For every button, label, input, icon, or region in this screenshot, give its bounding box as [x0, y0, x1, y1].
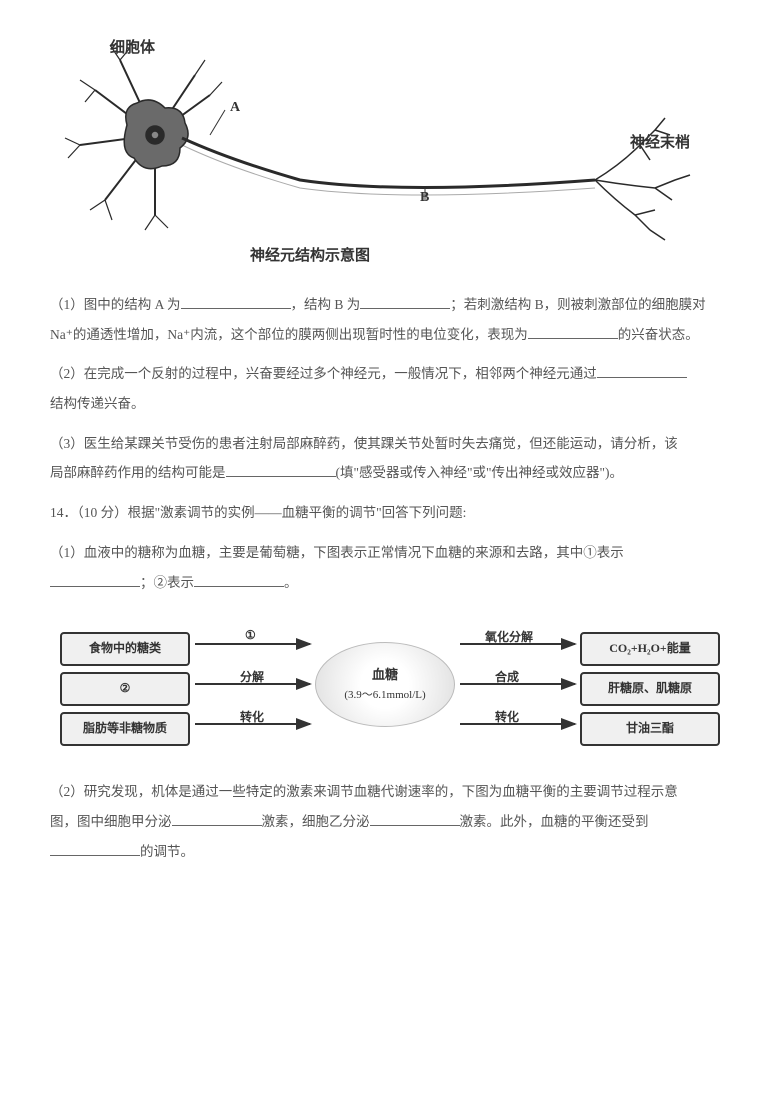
sugar-left-label-2: 分解 — [240, 667, 264, 689]
neuron-caption: 神经元结构示意图 — [250, 243, 370, 270]
q1-line2: Na⁺的通透性增加，Na⁺内流，这个部位的膜两侧出现暂时性的电位变化，表现为 — [50, 327, 528, 342]
sugar-right-label-3: 转化 — [495, 707, 519, 729]
sugar-left-label-3: 转化 — [240, 707, 264, 729]
question-3: （3）医生给某踝关节受伤的患者注射局部麻醉药，使其踝关节处暂时失去痛觉，但还能运… — [50, 429, 730, 488]
q2-text-a: （2）在完成一个反射的过程中，兴奋要经过多个神经元，一般情况下，相邻两个神经元通… — [50, 366, 597, 381]
q14-sub1-a: （1）血液中的糖称为血糖，主要是葡萄糖，下图表示正常情况下血糖的来源和去路，其中… — [50, 545, 624, 560]
q1-line2-end: 的兴奋状态。 — [618, 327, 699, 342]
q3-text-b: 局部麻醉药作用的结构可能是 — [50, 465, 226, 480]
question-2: （2）在完成一个反射的过程中，兴奋要经过多个神经元，一般情况下，相邻两个神经元通… — [50, 359, 730, 418]
blank-field[interactable] — [172, 810, 262, 826]
q14-sub1-b: ；②表示 — [140, 575, 194, 590]
q14-2-text-a: （2）研究发现，机体是通过一些特定的激素来调节血糖代谢速率的，下图为血糖平衡的主… — [50, 784, 678, 799]
sugar-right-label-2: 合成 — [495, 667, 519, 689]
q1-text-c: ；若刺激结构 B，则被刺激部位的细胞膜对 — [450, 297, 705, 312]
blank-field[interactable] — [597, 362, 687, 378]
sugar-right-box-2: 肝糖原、肌糖原 — [580, 672, 720, 706]
q1-text-b: ，结构 B 为 — [291, 297, 361, 312]
blank-field[interactable] — [528, 323, 618, 339]
neuron-terminal-label: 神经末梢 — [630, 130, 690, 157]
neuron-svg — [50, 30, 730, 270]
sugar-right-box-1: CO₂+H₂O+能量 — [580, 632, 720, 666]
neuron-label-b: B — [420, 185, 429, 210]
question-14-header: 14．（10 分）根据"激素调节的实例——血糖平衡的调节"回答下列问题: — [50, 498, 730, 528]
neuron-cell-body-label: 细胞体 — [110, 35, 155, 62]
sugar-center-title: 血糖 — [372, 663, 398, 686]
q14-2-text-c: 激素，细胞乙分泌 — [262, 814, 370, 829]
neuron-label-a: A — [230, 95, 240, 120]
sugar-right-box-3: 甘油三酯 — [580, 712, 720, 746]
blank-field[interactable] — [50, 571, 140, 587]
q3-text-c: (填"感受器或传入神经"或"传出神经或效应器")。 — [336, 465, 624, 480]
neuron-diagram: 细胞体 A B 神经末梢 神经元结构示意图 — [50, 30, 730, 270]
blank-field[interactable] — [360, 293, 450, 309]
sugar-left-label-1: ① — [245, 625, 256, 647]
q14-2-text-b: 图，图中细胞甲分泌 — [50, 814, 172, 829]
blank-field[interactable] — [50, 840, 140, 856]
sugar-center: 血糖 (3.9～6.1mmol/L) — [315, 642, 455, 727]
question-14-2: （2）研究发现，机体是通过一些特定的激素来调节血糖代谢速率的，下图为血糖平衡的主… — [50, 777, 730, 866]
question-14-1: （1）血液中的糖称为血糖，主要是葡萄糖，下图表示正常情况下血糖的来源和去路，其中… — [50, 538, 730, 597]
blank-field[interactable] — [370, 810, 460, 826]
q2-text-b: 结构传递兴奋。 — [50, 396, 145, 411]
q3-text-a: （3）医生给某踝关节受伤的患者注射局部麻醉药，使其踝关节处暂时失去痛觉，但还能运… — [50, 436, 678, 451]
blank-field[interactable] — [181, 293, 291, 309]
sugar-left-box-3: 脂肪等非糖物质 — [60, 712, 190, 746]
sugar-center-sub: (3.9～6.1mmol/L) — [344, 686, 425, 706]
blank-field[interactable] — [194, 571, 284, 587]
sugar-diagram: 食物中的糖类 ② 脂肪等非糖物质 ① 分解 转化 血糖 (3.9～6.1mmol… — [50, 617, 730, 757]
q1-text-a: （1）图中的结构 A 为 — [50, 297, 181, 312]
question-1: （1）图中的结构 A 为，结构 B 为；若刺激结构 B，则被刺激部位的细胞膜对 … — [50, 290, 730, 349]
sugar-right-label-1: 氧化分解 — [485, 627, 533, 649]
sugar-left-box-2: ② — [60, 672, 190, 706]
sugar-left-box-1: 食物中的糖类 — [60, 632, 190, 666]
q14-2-text-e: 的调节。 — [140, 844, 194, 859]
blank-field[interactable] — [226, 461, 336, 477]
q14-sub1-c: 。 — [284, 575, 298, 590]
q14-2-text-d: 激素。此外，血糖的平衡还受到 — [460, 814, 649, 829]
